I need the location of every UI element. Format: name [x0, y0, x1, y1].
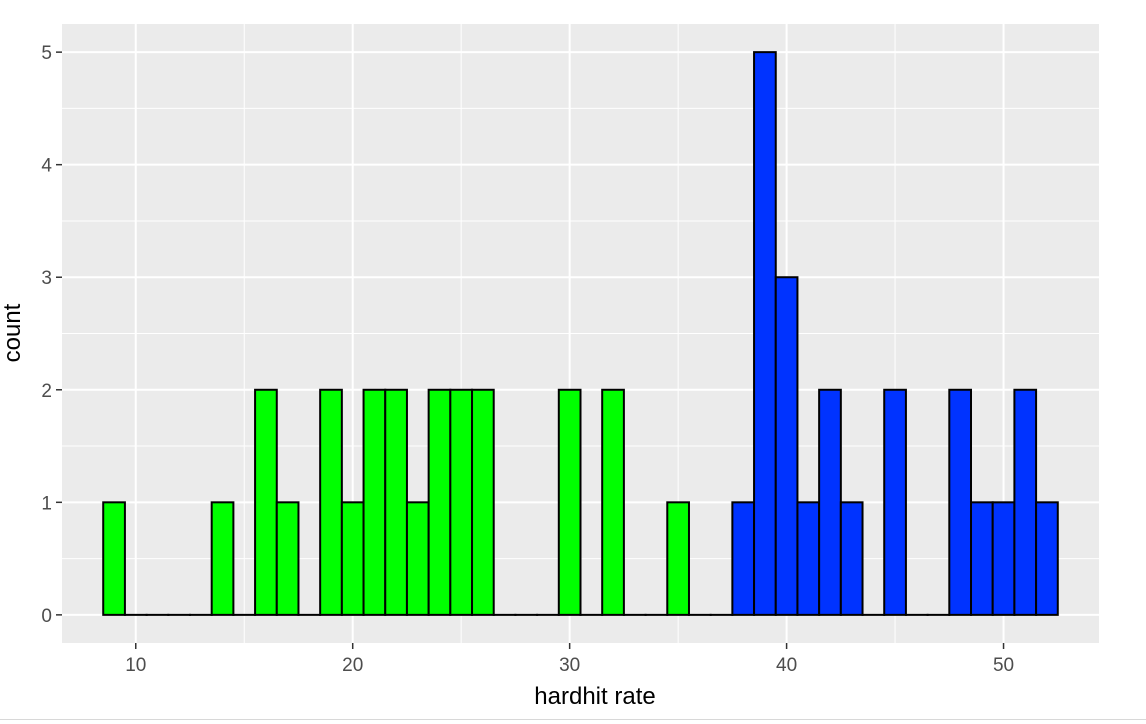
histogram-bar [384, 388, 408, 616]
histogram-bar [427, 388, 452, 616]
x-tick-label: 30 [559, 655, 580, 676]
histogram-bar [405, 501, 430, 616]
y-tick-label: 0 [41, 606, 52, 627]
histogram-bar [774, 276, 799, 616]
histogram-bar [1035, 501, 1059, 616]
x-tick-label: 50 [993, 655, 1014, 676]
histogram-bar [254, 388, 278, 616]
x-tick-label: 40 [776, 655, 797, 676]
histogram-bar [796, 501, 821, 616]
histogram-bar [275, 501, 300, 616]
y-tick-label: 4 [41, 156, 52, 177]
histogram-bar [210, 501, 235, 616]
histogram-bar [601, 388, 625, 616]
histogram-bar [362, 388, 387, 616]
histogram-bar [557, 388, 582, 616]
y-axis-title: count [0, 303, 26, 362]
histogram-bar [948, 388, 973, 616]
histogram-bar [753, 51, 777, 616]
y-tick-label: 5 [41, 43, 52, 64]
histogram-bar [991, 501, 1016, 616]
histogram-bar [839, 501, 864, 616]
y-axis-ticks: 0 1 2 3 4 5 [41, 43, 62, 627]
histogram-bar [970, 501, 994, 616]
histogram-bar [666, 501, 690, 616]
x-axis-title: hardhit rate [534, 683, 655, 710]
x-axis-ticks: 10 20 30 40 50 [125, 643, 1014, 676]
histogram-bar [818, 388, 842, 616]
histogram-bar [102, 501, 126, 616]
histogram-bar [319, 388, 343, 616]
histogram-bars [102, 51, 1059, 616]
x-tick-label: 20 [342, 655, 363, 676]
y-tick-label: 3 [41, 268, 52, 289]
histogram-bar [449, 388, 474, 616]
histogram-bar [471, 388, 495, 616]
y-tick-label: 1 [41, 493, 52, 514]
x-tick-label: 10 [125, 655, 146, 676]
window-bottom-border [0, 719, 1146, 720]
histogram-bar [1013, 388, 1038, 616]
y-tick-label: 2 [41, 381, 52, 402]
histogram-bar [883, 388, 907, 616]
histogram-bar [731, 501, 756, 616]
histogram-bar [340, 501, 365, 616]
